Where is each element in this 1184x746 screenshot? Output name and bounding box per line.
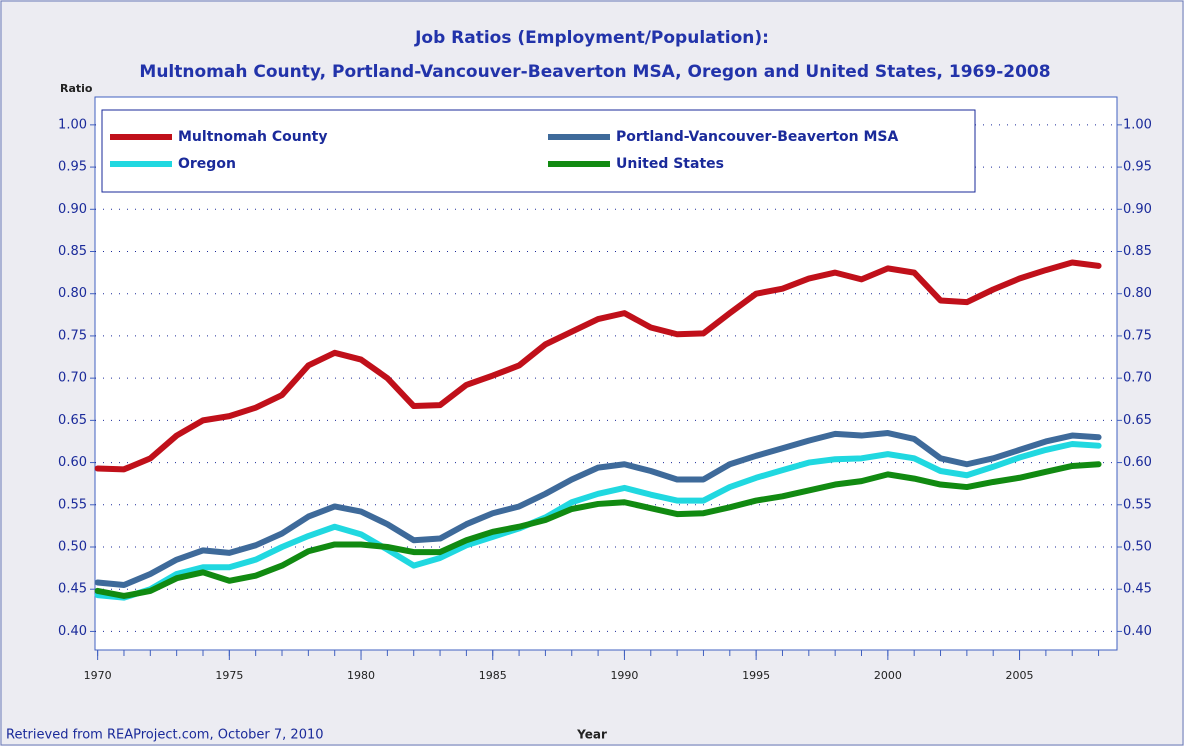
series-line — [94, 461, 1102, 599]
y-tick-label: 0.55 — [58, 497, 87, 512]
y-tick-label-right: 0.55 — [1123, 497, 1152, 512]
y-tick-label: 0.90 — [58, 202, 87, 217]
y-tick-label: 0.95 — [58, 160, 87, 175]
legend: Multnomah County Portland-Vancouver-Beave… — [101, 109, 976, 193]
y-tick-label-right: 0.85 — [1123, 244, 1152, 259]
y-tick-label: 0.50 — [58, 539, 87, 554]
x-tick-label: 1970 — [84, 669, 112, 682]
y-tick-label-right: 0.70 — [1123, 371, 1152, 386]
y-tick-label: 0.80 — [58, 286, 87, 301]
chart-title: Job Ratios (Employment/Population): — [414, 28, 769, 48]
series-line — [94, 440, 1102, 601]
y-tick-label: 0.65 — [58, 413, 87, 428]
source-note: Retrieved from REAProject.com, October 7… — [6, 728, 324, 743]
legend-label: Multnomah County — [178, 129, 328, 145]
y-tick-label: 0.40 — [58, 624, 87, 639]
y-tick-label: 0.60 — [58, 455, 87, 470]
y-tick-label-right: 0.80 — [1123, 286, 1152, 301]
x-tick-label: 1990 — [610, 669, 638, 682]
chart-subtitle: Multnomah County, Portland-Vancouver-Bea… — [139, 62, 1050, 82]
x-tick-label: 2005 — [1006, 669, 1034, 682]
x-tick-label: 1995 — [742, 669, 770, 682]
y-tick-label-right: 0.45 — [1123, 582, 1152, 597]
legend-box — [101, 109, 976, 193]
x-axis-label: Year — [576, 728, 607, 742]
series-line — [94, 430, 1102, 588]
legend-label: Portland-Vancouver-Beaverton MSA — [616, 129, 899, 145]
legend-label: Oregon — [178, 156, 236, 172]
series-line — [94, 259, 1102, 473]
y-tick-label: 1.00 — [58, 117, 87, 132]
y-tick-label: 0.75 — [58, 328, 87, 343]
x-tick-label: 2000 — [874, 669, 902, 682]
y-axis-label: Ratio — [60, 82, 93, 95]
y-tick-label: 0.85 — [58, 244, 87, 259]
x-tick-label: 1985 — [479, 669, 507, 682]
x-tick-label: 1975 — [215, 669, 243, 682]
y-tick-label-right: 0.40 — [1123, 624, 1152, 639]
x-tick-label: 1980 — [347, 669, 375, 682]
y-tick-label-right: 0.60 — [1123, 455, 1152, 470]
y-tick-label: 0.70 — [58, 371, 87, 386]
legend-label: United States — [616, 156, 724, 172]
y-tick-label-right: 1.00 — [1123, 117, 1152, 132]
y-tick-label-right: 0.50 — [1123, 539, 1152, 554]
y-tick-label-right: 0.65 — [1123, 413, 1152, 428]
y-tick-label-right: 0.95 — [1123, 160, 1152, 175]
y-tick-label: 0.45 — [58, 582, 87, 597]
y-tick-label-right: 0.75 — [1123, 328, 1152, 343]
y-tick-label-right: 0.90 — [1123, 202, 1152, 217]
